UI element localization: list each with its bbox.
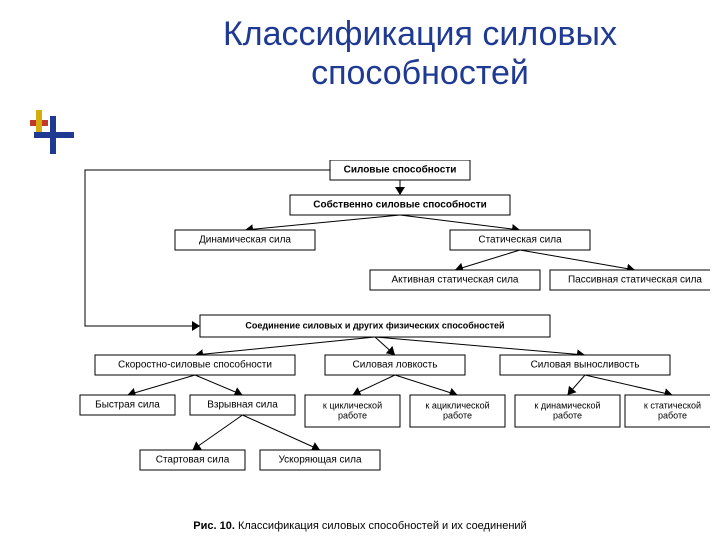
node-n3: Статическая сила — [450, 230, 590, 250]
node-n12: к циклическойработе — [305, 395, 400, 427]
node-n15: к статическойработе — [625, 395, 710, 427]
bullet-icon — [30, 110, 80, 160]
slide-title: Классификация силовых способностей — [140, 15, 700, 93]
node-n7: Скоростно-силовые способности — [95, 355, 295, 375]
svg-text:Стартовая сила: Стартовая сила — [156, 455, 230, 466]
svg-text:к динамической: к динамической — [534, 400, 600, 410]
svg-text:Силовые способности: Силовые способности — [344, 164, 457, 176]
node-n14: к динамическойработе — [515, 395, 620, 427]
figure-caption-text: Классификация силовых способностей и их … — [235, 520, 527, 532]
svg-text:Собственно силовые способности: Собственно силовые способности — [313, 199, 487, 211]
svg-text:к циклической: к циклической — [323, 400, 382, 410]
svg-text:Соединение силовых и других фи: Соединение силовых и других физических с… — [245, 320, 504, 330]
svg-text:к статической: к статической — [644, 400, 701, 410]
svg-text:Активная статическая сила: Активная статическая сила — [392, 275, 519, 286]
node-n17: Ускоряющая сила — [260, 450, 380, 470]
slide-title-line1: Классификация силовых — [140, 15, 700, 54]
classification-diagram: Силовые способности Собственно силовые сп… — [70, 160, 710, 520]
node-n9: Силовая выносливость — [500, 355, 670, 375]
node-n10: Быстрая сила — [80, 395, 175, 415]
node-n11: Взрывная сила — [190, 395, 295, 415]
svg-text:работе: работе — [658, 410, 687, 420]
svg-text:работе: работе — [338, 410, 367, 420]
node-n13: к ациклическойработе — [410, 395, 505, 427]
node-n0: Силовые способности — [330, 160, 470, 180]
figure-caption-bold: Рис. 10. — [193, 520, 235, 532]
svg-text:Взрывная сила: Взрывная сила — [207, 400, 278, 411]
svg-text:работе: работе — [443, 410, 472, 420]
node-n1: Собственно силовые способности — [290, 195, 510, 215]
node-n5: Пассивная статическая сила — [550, 270, 710, 290]
svg-text:Быстрая сила: Быстрая сила — [95, 400, 160, 411]
svg-text:Силовая выносливость: Силовая выносливость — [531, 360, 640, 371]
svg-text:Скоростно-силовые способности: Скоростно-силовые способности — [118, 359, 272, 371]
svg-text:Статическая сила: Статическая сила — [478, 235, 562, 246]
node-n6: Соединение силовых и других физических с… — [200, 315, 550, 337]
node-n16: Стартовая сила — [140, 450, 245, 470]
figure-caption: Рис. 10. Классификация силовых способнос… — [0, 520, 720, 532]
node-n2: Динамическая сила — [175, 230, 315, 250]
svg-text:Силовая ловкость: Силовая ловкость — [353, 360, 438, 371]
svg-text:Пассивная статическая сила: Пассивная статическая сила — [568, 275, 702, 286]
svg-text:Ускоряющая сила: Ускоряющая сила — [278, 455, 362, 466]
svg-text:Динамическая сила: Динамическая сила — [199, 235, 291, 246]
svg-text:к ациклической: к ациклической — [425, 400, 489, 410]
node-n8: Силовая ловкость — [325, 355, 465, 375]
slide-title-line2: способностей — [140, 54, 700, 93]
node-n4: Активная статическая сила — [370, 270, 540, 290]
svg-text:работе: работе — [553, 410, 582, 420]
